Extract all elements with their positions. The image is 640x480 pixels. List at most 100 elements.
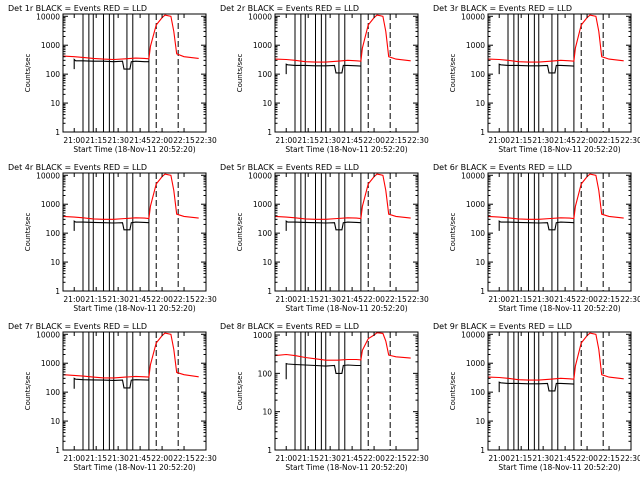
x-tick-label: 21:00 [488,454,510,463]
x-tick-label: 21:00 [63,295,85,304]
y-tick-label: 10000 [36,330,60,339]
series-lld-line [275,14,411,63]
plot-frame [274,172,419,292]
y-tick-label: 10000 [461,330,485,339]
detector-panel: Det 3r BLACK = Events RED = LLD 21:00 21:1… [433,4,640,154]
y-tick-label: 10 [50,417,60,426]
x-tick-label: 22:30 [407,295,429,304]
y-tick-label: 1 [55,287,60,296]
x-tick-label: 21:15 [510,295,532,304]
panel-title: Det 7r BLACK = Events RED = LLD [8,322,147,331]
x-tick-label: 21:30 [107,454,129,463]
y-tick-label: 100 [258,369,273,378]
y-tick-label: 10 [50,258,60,267]
y-tick-label: 1000 [253,41,272,50]
detector-panel: Det 5r BLACK = Events RED = LLD 21:00 21:1… [220,163,429,313]
detector-panel: Det 6r BLACK = Events RED = LLD 21:00 21:1… [433,163,640,313]
x-tick-label: 21:30 [532,295,554,304]
y-tick-label: 100 [46,388,61,397]
y-tick-label: 1 [480,287,485,296]
y-axis-label: Counts/sec [449,213,457,252]
x-tick-label: 21:30 [532,454,554,463]
plot-area [275,173,411,291]
y-tick-label: 1 [55,128,60,137]
plot-frame [62,172,207,292]
y-tick-label: 100 [471,70,486,79]
panel-title: Det 4r BLACK = Events RED = LLD [8,163,147,172]
x-tick-label: 21:30 [107,295,129,304]
x-tick-label: 21:30 [319,295,341,304]
plot-frame [274,13,419,133]
panel-title: Det 9r BLACK = Events RED = LLD [433,322,572,331]
x-tick-label: 21:00 [488,136,510,145]
x-tick-label: 22:30 [620,295,640,304]
plot-frame [62,331,207,451]
x-tick-label: 21:45 [341,454,363,463]
x-tick-label: 22:15 [598,295,620,304]
x-tick-label: 21:00 [275,454,297,463]
x-tick-label: 22:30 [195,295,217,304]
x-tick-label: 21:45 [554,136,576,145]
x-tick-label: 21:45 [341,136,363,145]
y-tick-label: 10000 [248,171,272,180]
y-tick-label: 10000 [461,171,485,180]
y-tick-label: 10 [262,258,272,267]
detector-panel: Det 7r BLACK = Events RED = LLD 21:00 21:1… [8,322,217,472]
x-tick-label: 22:30 [407,136,429,145]
detector-panel: Det 2r BLACK = Events RED = LLD 21:00 21:1… [220,4,429,154]
series-events-line [73,220,149,231]
y-tick-label: 1000 [466,200,485,209]
plot-area [63,332,199,450]
detector-panel: Det 4r BLACK = Events RED = LLD 21:00 21:1… [8,163,217,313]
y-tick-label: 1000 [41,41,60,50]
series-events-line [73,377,149,389]
x-tick-label: 21:00 [488,295,510,304]
y-tick-label: 10000 [36,171,60,180]
series-events-line [73,58,149,70]
x-tick-label: 21:15 [85,454,107,463]
y-tick-label: 10 [50,99,60,108]
x-axis-label: Start Time (18-Nov-11 20:52:20) [73,463,195,472]
y-tick-label: 10000 [248,12,272,21]
plot-area [488,14,624,132]
series-events-line [498,220,574,231]
x-tick-label: 21:15 [297,136,319,145]
series-lld-line [488,14,624,63]
series-lld-line [63,332,199,379]
x-tick-label: 21:15 [85,136,107,145]
y-tick-label: 100 [471,388,486,397]
series-lld-line [275,173,411,220]
y-axis-label: Counts/sec [449,372,457,411]
panel-title: Det 5r BLACK = Events RED = LLD [220,163,359,172]
x-tick-label: 22:15 [173,454,195,463]
series-lld-line [275,332,411,361]
series-events-line [285,220,361,231]
x-tick-label: 21:30 [532,136,554,145]
x-axis-label: Start Time (18-Nov-11 20:52:20) [285,145,407,154]
x-axis-label: Start Time (18-Nov-11 20:52:20) [73,304,195,313]
panel-title: Det 2r BLACK = Events RED = LLD [220,4,359,13]
y-tick-label: 10 [475,417,485,426]
x-tick-label: 21:15 [85,295,107,304]
y-tick-label: 1000 [466,41,485,50]
plot-frame [487,331,632,451]
y-tick-label: 1 [267,446,272,455]
y-tick-label: 100 [258,70,273,79]
series-lld-line [488,173,624,220]
series-lld-line [63,173,199,220]
y-tick-label: 10000 [461,12,485,21]
y-tick-label: 1 [480,128,485,137]
x-axis-label: Start Time (18-Nov-11 20:52:20) [498,304,620,313]
y-tick-label: 1000 [253,331,272,340]
y-tick-label: 1000 [41,359,60,368]
x-tick-label: 21:15 [297,454,319,463]
plot-frame [62,13,207,133]
y-axis-label: Counts/sec [449,54,457,93]
x-axis-label: Start Time (18-Nov-11 20:52:20) [285,304,407,313]
x-tick-label: 22:30 [195,136,217,145]
plot-area [488,173,624,291]
x-tick-label: 21:15 [297,295,319,304]
y-tick-label: 100 [471,229,486,238]
y-axis-label: Counts/sec [24,213,32,252]
y-axis-label: Counts/sec [24,372,32,411]
